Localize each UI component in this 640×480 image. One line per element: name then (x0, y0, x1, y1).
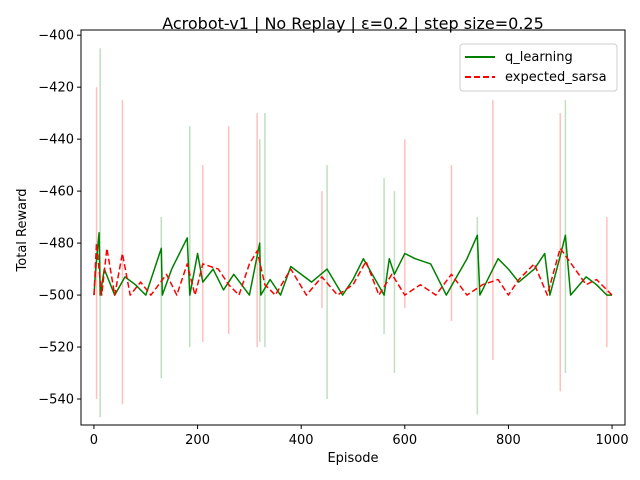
y-tick-label--400: −400 (38, 29, 74, 44)
y-tick-label--440: −440 (38, 133, 74, 148)
expected-sarsa-series-line (93, 242, 613, 296)
y-tick-label--500: −500 (38, 289, 74, 304)
legend-box (459, 43, 618, 92)
y-tick-label--420: −420 (38, 81, 74, 96)
y-axis-label: Total Reward (15, 189, 30, 273)
legend: q_learning expected_sarsa (459, 43, 618, 92)
chart-title: Acrobot-v1 | No Replay | ε=0.2 | step si… (162, 14, 544, 33)
x-axis-ticks: 0 200 400 600 800 1000 (90, 425, 629, 448)
x-tick-label-0: 0 (90, 433, 98, 448)
x-tick-label-600: 600 (392, 433, 417, 448)
x-tick-label-200: 200 (185, 433, 210, 448)
y-tick-label--480: −480 (38, 237, 74, 252)
x-axis-label: Episode (327, 451, 378, 466)
axes-frame (80, 29, 626, 426)
x-tick-label-1000: 1000 (596, 433, 629, 448)
y-tick-label--520: −520 (38, 341, 74, 356)
x-tick-label-800: 800 (496, 433, 521, 448)
series-lines (93, 231, 613, 296)
q-learning-series-line (93, 231, 612, 296)
y-axis-ticks: −540 −520 −500 −480 −460 −440 −420 −400 (38, 29, 81, 408)
x-tick-label-400: 400 (289, 433, 314, 448)
plot-area (93, 48, 613, 418)
y-tick-label--460: −460 (38, 185, 74, 200)
y-tick-label--540: −540 (38, 393, 74, 408)
legend-label-expected-sarsa: expected_sarsa (505, 70, 607, 85)
legend-label-q-learning: q_learning (505, 50, 573, 65)
